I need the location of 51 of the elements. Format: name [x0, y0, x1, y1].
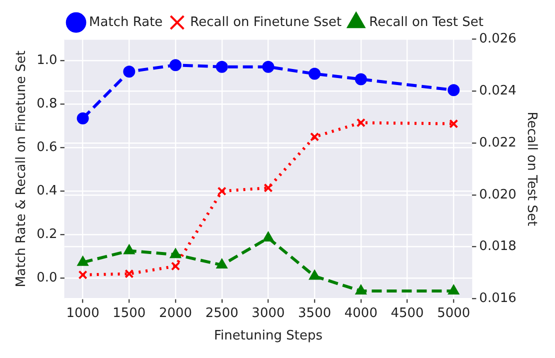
point: [170, 262, 180, 271]
x-tick-label: 1000: [66, 306, 100, 321]
point: [216, 259, 228, 269]
x-tick-label: 4500: [390, 306, 424, 321]
point: [354, 73, 367, 86]
y-tick-label: 0.0: [36, 270, 58, 286]
point: [216, 60, 228, 73]
legend-label: Recall on Finetune Sset: [190, 14, 342, 30]
x-tick-label: 5000: [437, 306, 470, 321]
point: [308, 68, 321, 80]
point: [449, 119, 458, 128]
x-tick-label: 3000: [252, 306, 285, 321]
x-axis-title: Finetuning Steps: [214, 328, 323, 344]
y2-tick-label: 0.016: [479, 291, 516, 306]
point: [124, 269, 134, 278]
x-tick-label: 1500: [112, 306, 146, 321]
point: [356, 118, 366, 128]
y2-tick-label: 0.020: [479, 187, 516, 202]
point: [217, 186, 226, 196]
y-tick-label: 0.4: [36, 184, 58, 199]
y2-tick-label: 0.022: [479, 135, 516, 150]
y-tick-label: 1.0: [36, 53, 58, 68]
y2-tick-label: 0.026: [479, 31, 516, 46]
point: [123, 66, 136, 78]
point: [170, 248, 181, 258]
point: [262, 232, 274, 242]
legend-label: Recall on Test Set: [369, 14, 484, 30]
point: [170, 59, 182, 72]
x-tick-label: 4000: [344, 306, 378, 321]
point: [448, 285, 459, 295]
point: [78, 270, 88, 280]
legend-label: Match Rate: [89, 14, 163, 30]
y2-tick-label: 0.018: [479, 239, 516, 254]
y-axis-title: Match Rate & Recall on Finetune Set: [14, 50, 30, 288]
x-tick-label: 2500: [205, 306, 238, 321]
point: [262, 60, 274, 73]
point: [309, 270, 320, 280]
point: [77, 256, 88, 266]
y-tick-label: 0.6: [36, 140, 58, 156]
point: [264, 183, 273, 192]
y2-tick-label: 0.024: [479, 83, 516, 98]
point: [310, 132, 320, 142]
point: [356, 285, 366, 295]
x-tick-label: 2000: [158, 306, 192, 321]
point: [448, 84, 460, 96]
point: [76, 112, 89, 124]
y2-axis-title: Recall on Test Set: [524, 112, 539, 226]
y-tick-label: 0.2: [36, 227, 58, 242]
x-tick-label: 3500: [298, 306, 332, 321]
y-tick-label: 0.8: [36, 96, 58, 112]
point: [124, 244, 134, 254]
